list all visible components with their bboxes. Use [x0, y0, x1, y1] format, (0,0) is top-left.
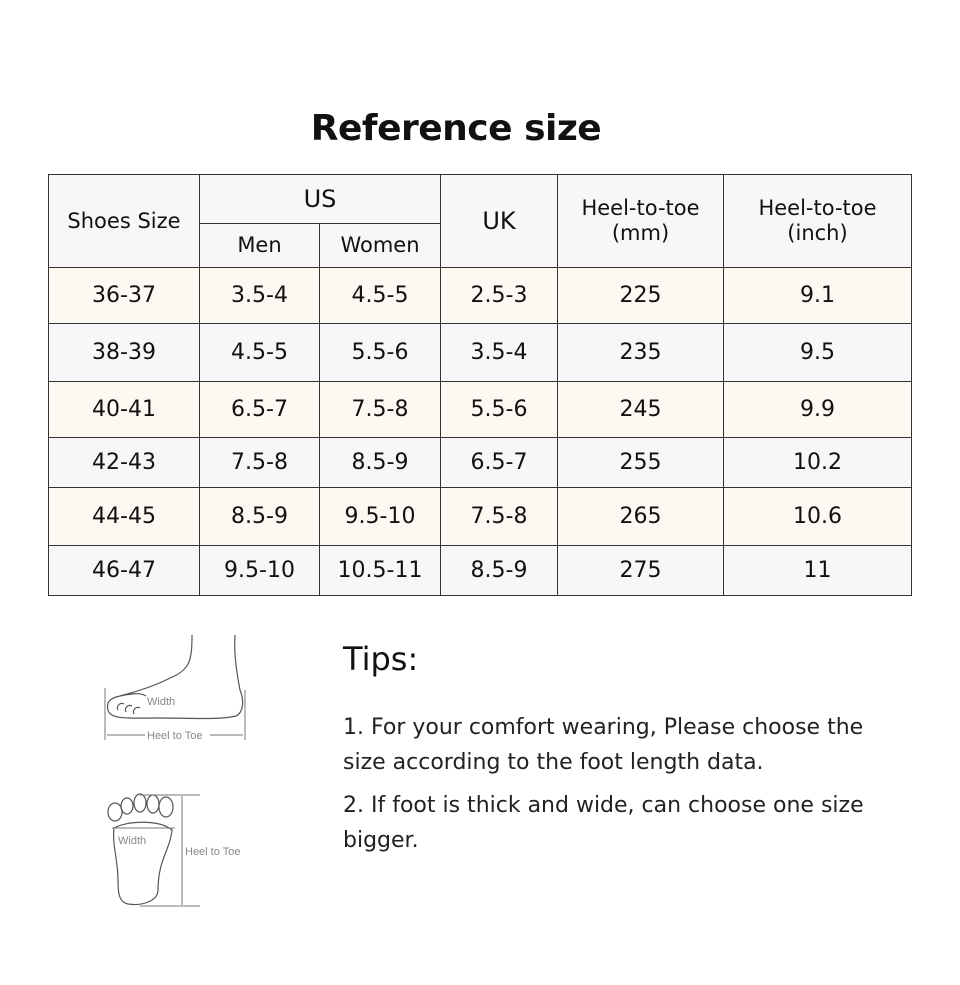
table-cell: 7.5-8 — [440, 487, 558, 546]
heel-to-toe-label: Heel to Toe — [185, 846, 240, 858]
table-cell: 8.5-9 — [199, 487, 320, 546]
table-cell: 3.5-4 — [440, 323, 558, 382]
table-cell: 42-43 — [48, 437, 200, 488]
tip-item: 1. For your comfort wearing, Please choo… — [343, 715, 864, 775]
table-cell: 40-41 — [48, 381, 200, 438]
table-row: 42-43 7.5-8 8.5-9 6.5-7 255 10.2 — [48, 437, 912, 488]
table-cell: 38-39 — [48, 323, 200, 382]
table-row: 40-41 6.5-7 7.5-8 5.5-6 245 9.9 — [48, 381, 912, 438]
table-cell: 9.5 — [723, 323, 912, 382]
table-cell: 235 — [557, 323, 724, 382]
sole-foot-diagram: Width Heel to Toe — [107, 793, 240, 907]
table-cell: 9.5-10 — [319, 487, 441, 546]
table-cell: 9.1 — [723, 267, 912, 324]
header-heel-inch: Heel-to-toe (inch) — [723, 174, 912, 268]
table-cell: 36-37 — [48, 267, 200, 324]
table-cell: 2.5-3 — [440, 267, 558, 324]
table-cell: 4.5-5 — [319, 267, 441, 324]
table-cell: 46-47 — [48, 545, 200, 596]
table-cell: 255 — [557, 437, 724, 488]
table-cell: 245 — [557, 381, 724, 438]
table-cell: 10.6 — [723, 487, 912, 546]
table-cell: 5.5-6 — [440, 381, 558, 438]
table-cell: 225 — [557, 267, 724, 324]
table-cell: 8.5-9 — [440, 545, 558, 596]
table-row: 36-37 3.5-4 4.5-5 2.5-3 225 9.1 — [48, 267, 912, 324]
table-cell: 9.5-10 — [199, 545, 320, 596]
heel-to-toe-label: Heel to Toe — [147, 730, 202, 742]
header-uk: UK — [440, 174, 558, 268]
table-cell: 7.5-8 — [319, 381, 441, 438]
tips-title: Tips: — [343, 640, 419, 678]
size-table: Shoes Size US UK Heel-to-toe (mm) Heel-t… — [48, 174, 912, 596]
table-cell: 275 — [557, 545, 724, 596]
table-cell: 9.9 — [723, 381, 912, 438]
table-cell: 8.5-9 — [319, 437, 441, 488]
side-foot-diagram: Width Heel to Toe — [104, 634, 246, 742]
table-cell: 11 — [723, 545, 912, 596]
tip-item: 2. If foot is thick and wide, can choose… — [343, 793, 864, 853]
width-label: Width — [118, 835, 146, 847]
table-row: 38-39 4.5-5 5.5-6 3.5-4 235 9.5 — [48, 323, 912, 382]
table-cell: 3.5-4 — [199, 267, 320, 324]
table-cell: 44-45 — [48, 487, 200, 546]
table-cell: 5.5-6 — [319, 323, 441, 382]
page-title: Reference size — [310, 108, 602, 149]
header-heel-mm: Heel-to-toe (mm) — [557, 174, 724, 268]
header-women: Women — [319, 223, 441, 268]
table-row: 46-47 9.5-10 10.5-11 8.5-9 275 11 — [48, 545, 912, 596]
table-cell: 4.5-5 — [199, 323, 320, 382]
header-men: Men — [199, 223, 320, 268]
table-cell: 265 — [557, 487, 724, 546]
table-row: 44-45 8.5-9 9.5-10 7.5-8 265 10.6 — [48, 487, 912, 546]
table-cell: 7.5-8 — [199, 437, 320, 488]
width-label: Width — [147, 696, 175, 708]
table-cell: 6.5-7 — [440, 437, 558, 488]
header-shoes-size: Shoes Size — [48, 174, 200, 268]
table-cell: 10.2 — [723, 437, 912, 488]
table-cell: 6.5-7 — [199, 381, 320, 438]
header-us: US — [199, 174, 441, 224]
table-cell: 10.5-11 — [319, 545, 441, 596]
